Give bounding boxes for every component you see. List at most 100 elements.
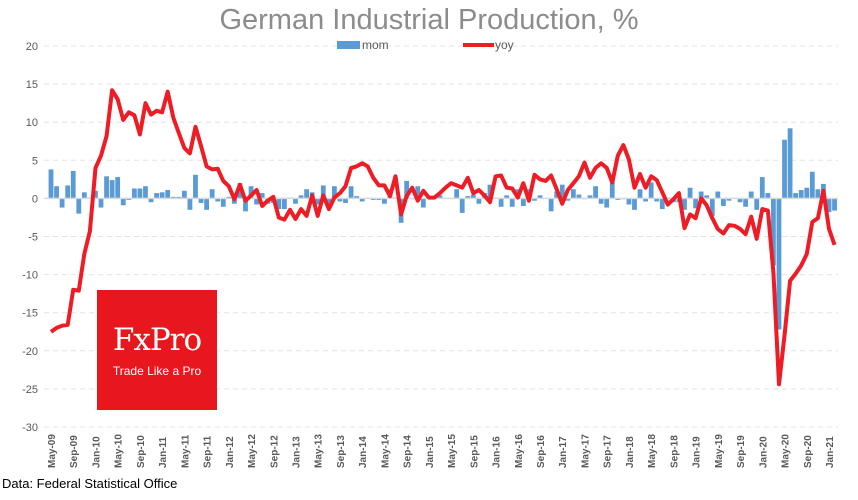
mom-bar <box>320 185 326 199</box>
x-tick-label: May-19 <box>714 434 725 468</box>
mom-bar <box>281 198 287 210</box>
mom-bar <box>787 128 793 199</box>
mom-bar <box>554 191 560 199</box>
mom-bar <box>165 190 171 199</box>
mom-bar <box>337 198 343 202</box>
legend-mom-label: mom <box>362 38 389 52</box>
mom-bar <box>415 186 421 199</box>
mom-bar <box>404 180 410 199</box>
mom-bar <box>215 198 221 202</box>
legend: mom yoy <box>337 38 514 52</box>
x-tick-label: Jan-11 <box>158 436 169 468</box>
mom-bar <box>159 192 165 199</box>
mom-bar <box>548 198 554 212</box>
y-tick-label: -15 <box>22 308 38 320</box>
mom-bar <box>220 198 226 207</box>
logo-tagline: Trade Like a Pro <box>112 364 202 378</box>
x-tick-label: May-13 <box>314 434 325 468</box>
mom-bar <box>343 198 348 203</box>
x-tick-label: Jan-19 <box>692 436 703 468</box>
x-tick-label: Sep-12 <box>269 435 280 468</box>
mom-bar <box>470 194 476 199</box>
mom-bar <box>176 196 182 199</box>
mom-bar <box>748 191 754 199</box>
mom-bar <box>798 190 804 199</box>
mom-bar <box>148 198 154 203</box>
mom-bar <box>598 198 604 204</box>
mom-bar <box>59 198 65 208</box>
mom-bar <box>698 191 704 199</box>
mom-bar <box>304 189 310 199</box>
mom-bar <box>804 187 810 199</box>
mom-bar <box>637 189 643 199</box>
mom-bar <box>659 198 665 210</box>
mom-bar <box>348 186 354 199</box>
x-tick-label: Sep-11 <box>203 435 214 468</box>
x-tick-label: Jan-14 <box>358 436 369 468</box>
mom-bar <box>293 198 298 204</box>
mom-bar <box>754 198 760 210</box>
x-tick-label: May-17 <box>580 434 591 468</box>
legend-mom-swatch <box>337 41 360 49</box>
mom-bar <box>709 198 715 216</box>
y-tick-label: -10 <box>22 270 38 282</box>
mom-bar <box>559 184 565 199</box>
y-tick-label: 20 <box>26 41 38 53</box>
mom-bar <box>487 184 493 199</box>
x-tick-label: May-14 <box>380 434 391 468</box>
x-tick-label: Sep-16 <box>536 435 547 468</box>
x-tick-label: Jan-13 <box>292 436 303 468</box>
y-tick-label: 15 <box>26 79 38 91</box>
y-axis: 20 15 10 5 0 -5 -10 -15 -20 -25 -30 <box>22 41 38 434</box>
mom-bar <box>782 139 787 199</box>
mom-bar <box>609 174 615 199</box>
x-tick-label: May-10 <box>114 434 125 468</box>
mom-bar <box>593 186 598 199</box>
mom-bar <box>793 193 799 199</box>
mom-bar <box>632 198 637 210</box>
mom-bar <box>126 198 132 200</box>
mom-bar <box>459 198 465 213</box>
mom-bar <box>81 192 87 199</box>
mom-bars <box>48 128 837 330</box>
x-tick-label: May-20 <box>781 434 792 468</box>
x-tick-label: Jan-12 <box>225 436 236 468</box>
x-tick-label: Sep-10 <box>136 435 147 468</box>
mom-bar <box>154 193 159 199</box>
mom-bar <box>137 188 143 199</box>
mom-bar <box>648 182 654 199</box>
mom-bar <box>109 180 115 199</box>
x-tick-label: May-09 <box>47 434 58 468</box>
mom-bar <box>420 198 426 208</box>
mom-bar <box>759 177 765 199</box>
mom-bar <box>565 198 571 201</box>
x-tick-label: Sep-20 <box>803 435 814 468</box>
mom-bar <box>726 198 732 201</box>
x-axis: May-09 Sep-09 Jan-10 May-10 Sep-10 Jan-11 May-… <box>47 434 836 468</box>
mom-bar <box>181 190 187 199</box>
mom-bar <box>509 198 515 207</box>
mom-bar <box>204 198 209 210</box>
mom-bar <box>209 189 215 199</box>
x-tick-label: Jan-18 <box>625 436 636 468</box>
mom-bar <box>743 198 749 207</box>
mom-bar <box>376 198 382 200</box>
mom-bar <box>654 198 660 202</box>
mom-bar <box>193 174 198 199</box>
mom-bar <box>370 198 376 200</box>
source-note: Data: Federal Statistical Office <box>2 476 178 491</box>
mom-bar <box>143 186 148 199</box>
legend-yoy-label: yoy <box>495 38 514 52</box>
mom-bar <box>254 198 260 205</box>
fxpro-logo: FxPro Trade Like a Pro <box>97 290 217 410</box>
gridlines <box>44 45 838 428</box>
x-tick-label: Sep-09 <box>69 435 80 468</box>
mom-bar <box>437 195 443 199</box>
mom-bar <box>715 191 721 199</box>
mom-bar <box>537 195 543 199</box>
mom-bar <box>54 186 59 199</box>
mom-bar <box>776 198 782 330</box>
mom-bar <box>104 176 109 199</box>
mom-bar <box>476 198 482 204</box>
